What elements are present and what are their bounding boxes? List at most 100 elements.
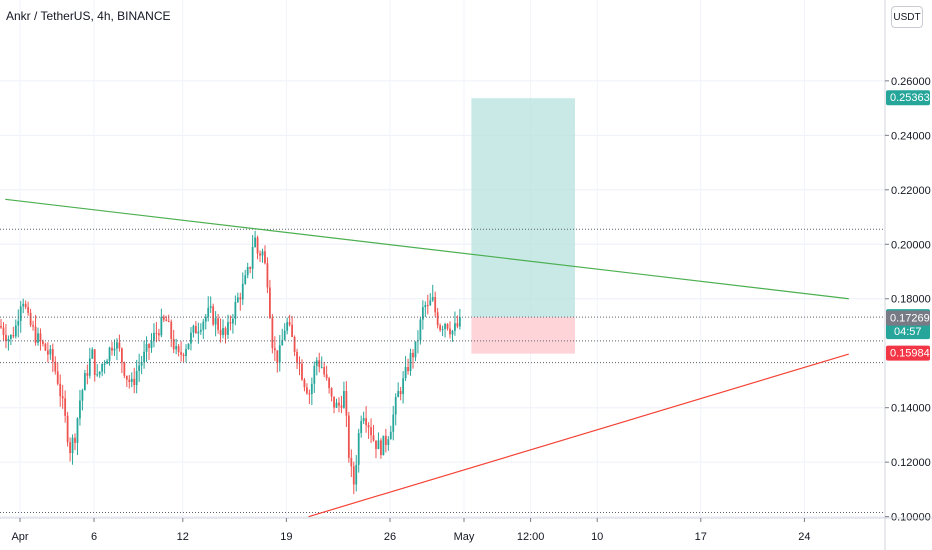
candle-body: [281, 339, 284, 346]
candle-body: [219, 329, 222, 336]
candle-body: [246, 267, 249, 276]
candle-body: [451, 330, 454, 335]
candle-body: [204, 316, 207, 322]
candle-body: [61, 396, 64, 399]
x-tick-label: 19: [280, 531, 292, 543]
candle-body: [244, 275, 247, 284]
x-tick-label: 26: [384, 531, 396, 543]
candle-body: [335, 402, 338, 408]
candle-body: [286, 322, 289, 331]
candle-body: [261, 251, 264, 256]
candle-body: [355, 464, 358, 485]
candle-body: [192, 325, 195, 333]
candle-body: [338, 402, 340, 406]
candle-body: [150, 341, 153, 349]
candle-body: [143, 351, 145, 363]
candle-body: [160, 316, 163, 336]
candle-body: [264, 251, 266, 264]
candle-body: [426, 304, 429, 306]
candle-body: [66, 415, 69, 443]
candle-body: [71, 437, 74, 453]
candle-body: [350, 457, 353, 467]
candle-body: [315, 360, 318, 366]
candle-body: [172, 338, 175, 350]
candle-body: [81, 390, 84, 401]
currency-button[interactable]: USDT: [891, 6, 923, 28]
long-position-target-zone[interactable]: [471, 98, 575, 318]
x-tick-label: Apr: [11, 531, 28, 543]
candle-body: [37, 333, 39, 343]
candle-body: [293, 336, 296, 352]
support-trendline[interactable]: [308, 353, 849, 518]
y-tick-label: 0.18000: [891, 294, 931, 306]
candle-body: [449, 328, 451, 335]
candle-body: [404, 367, 407, 379]
candle-body: [207, 307, 210, 317]
candle-body: [362, 418, 365, 422]
candle-body: [236, 297, 239, 302]
candle-body: [360, 421, 363, 434]
candle-body: [419, 319, 422, 341]
candle-body: [241, 283, 244, 300]
candle-body: [394, 397, 397, 415]
candle-body: [190, 332, 192, 344]
candle-body: [133, 378, 136, 386]
candle-body: [343, 390, 345, 408]
candle-body: [377, 440, 380, 450]
candle-body: [278, 345, 281, 363]
candle-body: [227, 322, 229, 335]
candle-body: [249, 267, 252, 269]
candle-body: [91, 349, 94, 359]
candle-body: [372, 435, 375, 441]
close-price-tag: [886, 310, 930, 326]
candle-body: [276, 350, 279, 363]
target-price-tag: [886, 90, 930, 106]
candle-body: [96, 374, 99, 376]
candle-body: [106, 360, 108, 364]
candle-body: [12, 335, 15, 337]
candle-body: [298, 362, 301, 364]
candle-body: [83, 373, 86, 391]
candle-body: [177, 346, 180, 353]
candle-body: [397, 390, 400, 398]
candle-body: [118, 342, 121, 349]
resistance-trendline[interactable]: [5, 198, 849, 300]
candle-body: [7, 338, 10, 341]
candle-body: [421, 307, 424, 320]
long-position-stop-zone[interactable]: [471, 317, 575, 354]
candle-body: [313, 365, 316, 384]
candle-body: [116, 342, 118, 349]
target-price-tag-label: 0.25363: [890, 92, 930, 104]
candle-body: [59, 383, 62, 397]
candle-body: [407, 367, 409, 372]
x-tick-label: 10: [591, 531, 603, 543]
candle-body: [197, 331, 200, 334]
candle-body: [5, 334, 7, 341]
candle-body: [22, 303, 25, 307]
candle-body: [138, 365, 141, 372]
candle-body: [318, 360, 321, 368]
candle-body: [69, 442, 71, 453]
candle-body: [187, 343, 190, 350]
candle-body: [217, 318, 219, 330]
y-tick-label: 0.22000: [891, 185, 931, 197]
candle-body: [352, 466, 355, 485]
candle-body: [320, 367, 323, 369]
candle-body: [88, 358, 91, 376]
candle-body: [51, 348, 54, 362]
candle-body: [113, 348, 116, 351]
candle-body: [199, 329, 202, 332]
candle-body: [231, 318, 234, 324]
candle-body: [130, 378, 133, 382]
candle-body: [251, 247, 254, 269]
y-tick-label: 0.14000: [891, 403, 931, 415]
candle-body: [140, 362, 143, 366]
candle-body: [328, 378, 331, 389]
candle-body: [202, 321, 205, 330]
candle-body: [29, 312, 32, 326]
candle-body: [431, 297, 434, 301]
candle-body: [330, 388, 333, 397]
candle-body: [234, 301, 237, 319]
candle-body: [308, 393, 311, 395]
